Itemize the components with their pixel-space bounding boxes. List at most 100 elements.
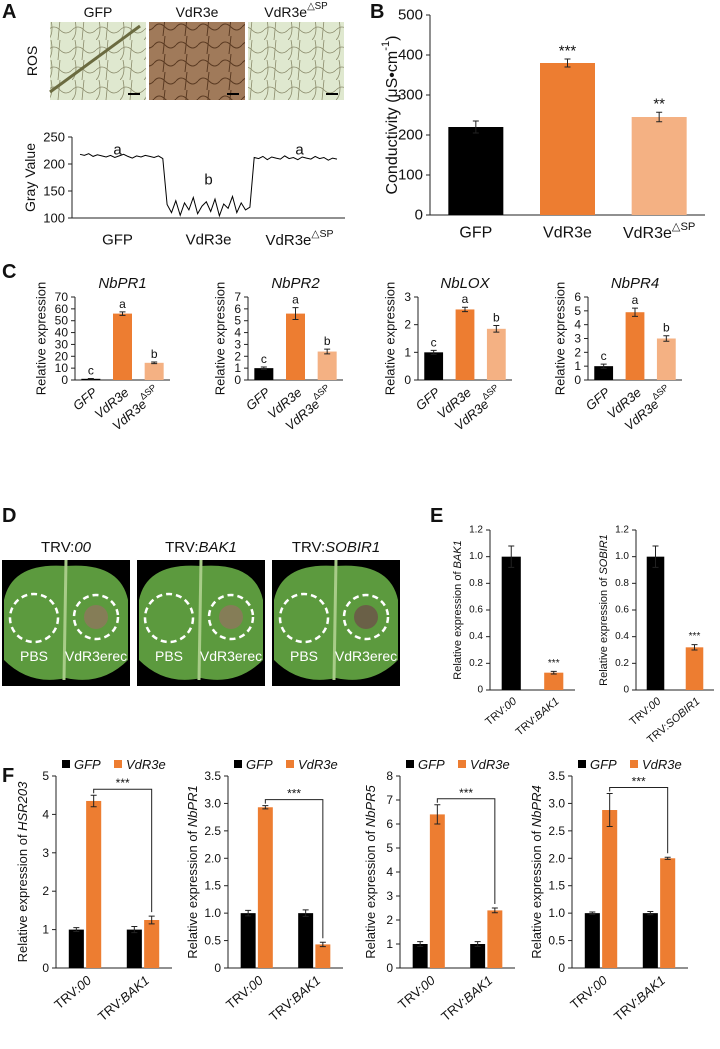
significance-label: *** [459,786,473,800]
error-bar [663,335,670,342]
error-bar [550,670,557,675]
y-tick-label: 1 [386,937,393,951]
bar-label: a [292,293,299,307]
bar-label: c [431,335,437,349]
y-tick-label: 2 [234,349,241,363]
significance-label: *** [287,787,301,801]
y-tick-label: 150 [43,184,65,199]
panel-letter: D [2,505,16,527]
infiltration-circle [278,592,330,644]
bar-label: b [151,347,158,361]
y-tick-label: 30 [55,337,69,351]
gray-value-line [79,153,338,218]
legend-label: VdR3e [470,757,510,772]
bar [594,366,614,380]
bar [315,944,331,968]
lesion [84,605,108,629]
error-bar [491,907,498,914]
x-tick-label: VdR3e△SP [623,221,695,242]
x-tick-label: TRV:BAK1 [266,972,323,1023]
x-tick-label: TRV:00 [51,972,94,1012]
y-tick-label: 20 [55,349,69,363]
y-tick-label: 0.5 [548,934,565,948]
y-tick-label: 7 [234,290,241,304]
x-tick-label: GFP [459,225,492,242]
bar [584,913,600,968]
bar [113,313,132,380]
legend-label-part: GFP [418,757,445,772]
y-axis-label-part: Relative expression of [529,827,544,959]
y-tick-label: 250 [43,130,65,145]
error-bar [73,927,80,933]
y-tick-label: 5 [42,769,49,783]
bar [501,556,521,690]
chart-title: NbPR4 [611,275,659,292]
y-axis-label: Relative expression of SOBIR1 [598,534,610,686]
y-axis-label: Relative expression [34,282,49,395]
y-tick-label: 4 [234,326,241,340]
bar [646,556,665,690]
y-tick-label: 1.5 [204,879,221,893]
y-axis-label-part: -1 [380,41,392,51]
bar-label: ** [653,96,665,113]
error-bar [472,120,479,134]
leaf-veins [149,22,245,100]
y-tick-label: 3.0 [204,796,221,810]
bar [486,328,506,380]
y-axis-label: Relative expression of HSR203 [15,781,30,962]
y-tick-label: 0 [42,961,49,975]
x-tick-label-part: ΔSP [650,382,670,401]
y-tick-label: 3 [234,337,241,351]
x-tick-label-part: △SP [672,221,696,233]
error-bar [119,311,126,316]
y-tick-label: 1 [404,345,411,359]
bar [86,800,102,968]
error-bar [262,805,269,810]
y-tick-label: 0 [574,373,581,387]
y-tick-label: 8 [386,769,393,783]
error-bar [324,348,331,355]
y-tick-label: 5 [386,841,393,855]
x-tick-label: TRV:BAK1 [514,695,562,738]
y-tick-label: 4 [386,865,393,879]
y-axis-label-part: NbPR5 [363,785,378,828]
bar [412,944,428,968]
y-tick-label: 3.0 [548,796,565,810]
row-label: ROS [24,46,40,76]
y-tick-label: 6 [574,290,581,304]
error-bar [90,794,97,808]
error-bar [87,377,94,380]
spot-label: VdR3erec [335,648,397,664]
panel-letter: E [430,505,443,527]
x-tick-label: TRV:00 [483,695,519,728]
bar [126,929,142,968]
x-tick-label-part: BAK1 [532,695,561,722]
bar [257,807,273,968]
infiltration-circle [342,593,390,641]
y-tick-label: 0 [386,961,393,975]
y-tick-label: 1.0 [615,551,629,562]
y-tick-label: 0 [61,373,68,387]
bar [424,352,444,380]
legend-label: GFP [246,757,273,772]
bar-label: a [632,293,639,307]
x-tick-label-part: ΔSP [138,382,158,401]
y-tick-label: 40 [55,326,69,340]
chart-title-part: NbPR4 [611,275,659,292]
x-tick-label: TRV:BAK1 [95,972,152,1023]
error-bar [302,909,309,917]
chart-title-part: NbPR2 [271,275,320,292]
x-tick-label: TRV:BAK1 [611,972,668,1023]
bar [68,929,84,968]
y-tick-label: 0.2 [615,658,629,669]
y-tick-label: 50 [55,314,69,328]
y-tick-label: 0 [623,685,629,696]
error-bar [474,941,481,947]
y-tick-label: 0.6 [615,605,629,616]
image-title: GFP [84,4,113,20]
error-bar [434,804,441,825]
y-tick-label: 5 [234,314,241,328]
chart-title-part: NbLOX [440,275,490,292]
image-title: VdR3e [176,4,219,20]
